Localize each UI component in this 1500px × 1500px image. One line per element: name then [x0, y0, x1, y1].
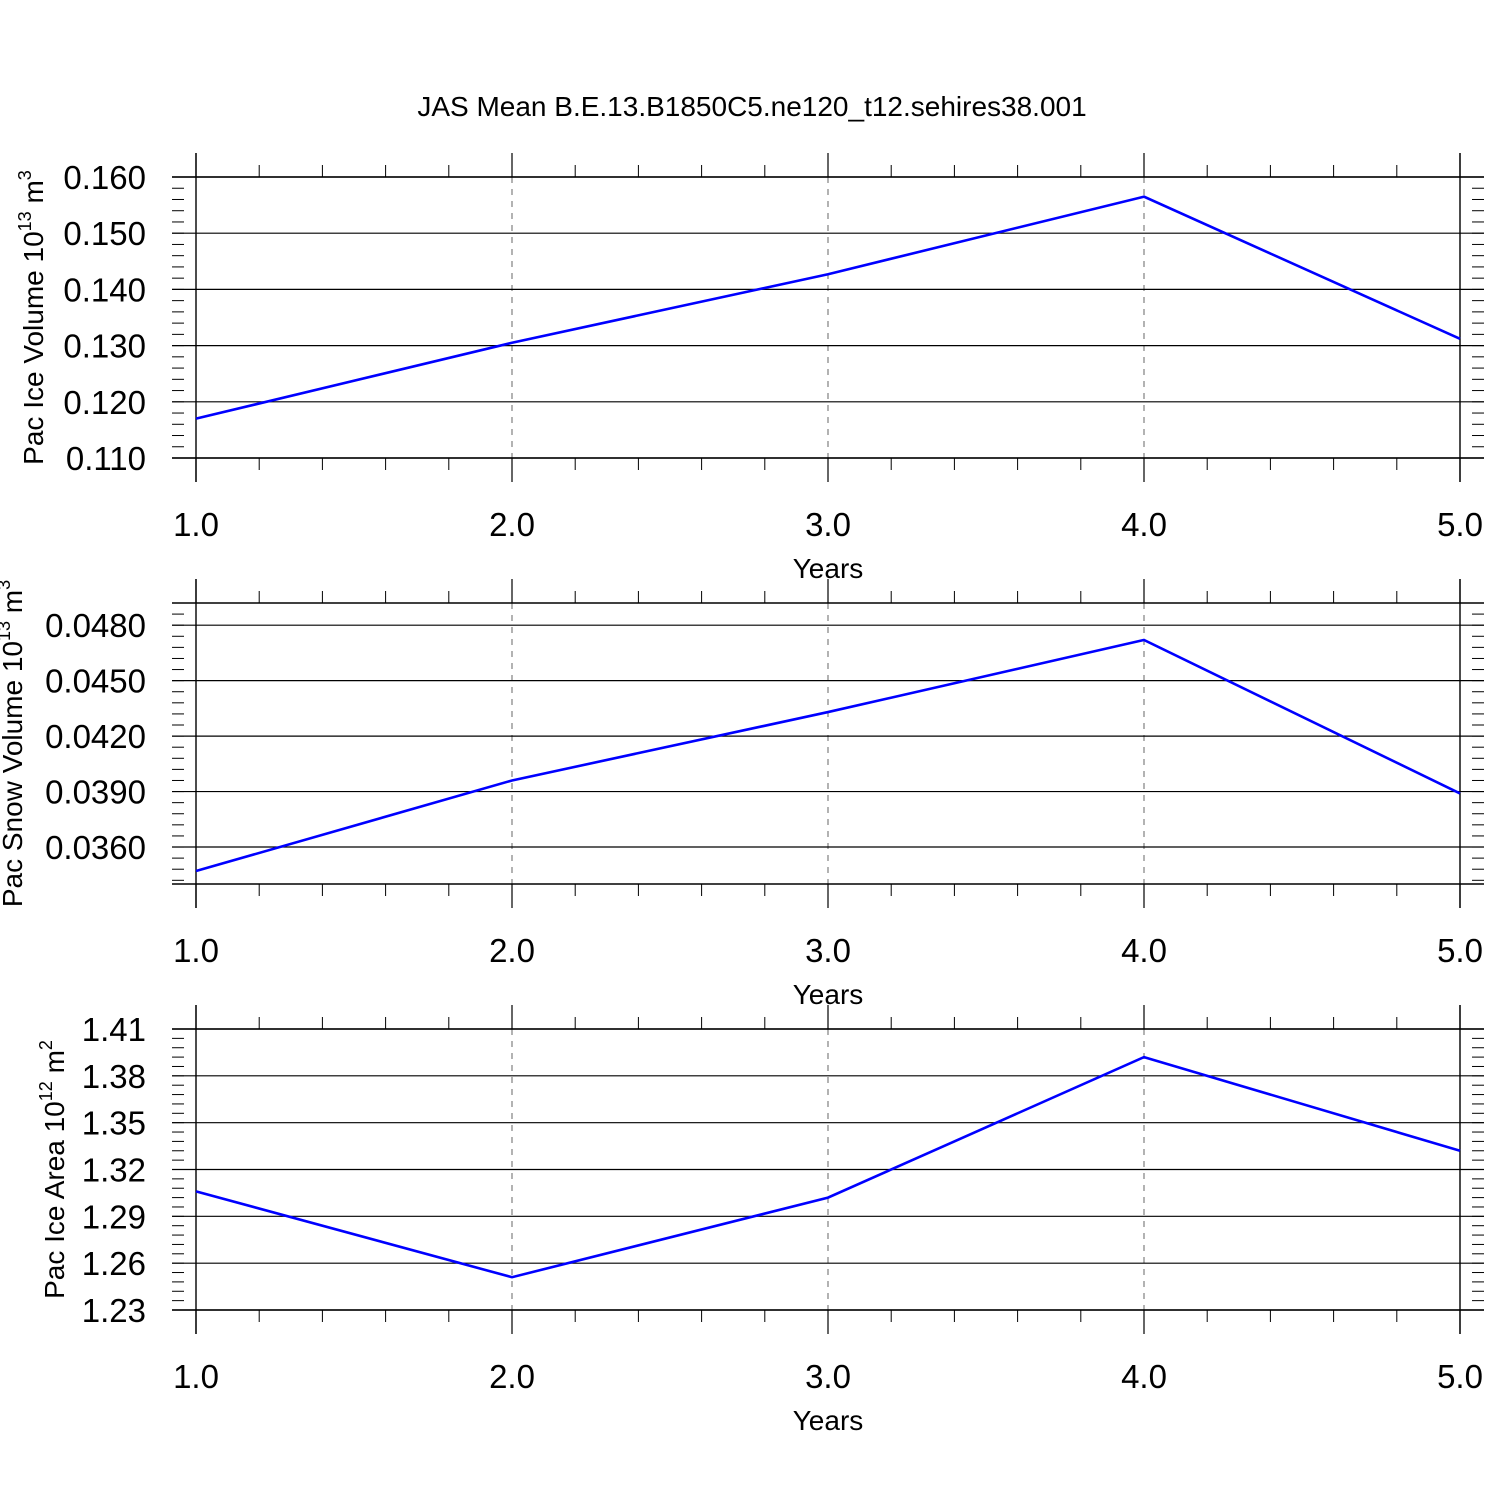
- y-tick-label: 0.160: [63, 159, 146, 196]
- y-tick-label: 1.32: [82, 1152, 146, 1189]
- panels: 0.110 0.120 0.130 0.140 0.150 0.160 1.0 2.0 3.0 4…: [0, 153, 1484, 1436]
- x-tick-label: 2.0: [489, 1358, 535, 1395]
- x-tick-label: 1.0: [173, 506, 219, 543]
- y-axis-title: Pac Ice Area 1012 m2: [36, 1040, 70, 1299]
- y-axis-title: Pac Snow Volume 1013 m3: [0, 580, 28, 907]
- y-axis-title: Pac Ice Volume 1013 m3: [15, 170, 49, 465]
- x-tick-label: 5.0: [1437, 506, 1483, 543]
- y-tick-label: 0.0420: [45, 718, 146, 755]
- x-tick-label: 5.0: [1437, 932, 1483, 969]
- chart-panel-1: 0.110 0.120 0.130 0.140 0.150 0.160 1.0 2.0 3.0 4…: [15, 153, 1484, 584]
- y-tick-label: 0.150: [63, 215, 146, 252]
- x-tick-label: 2.0: [489, 932, 535, 969]
- y-tick-label: 1.23: [82, 1292, 146, 1329]
- chart-panel-3: 1.23 1.26 1.29 1.32 1.35 1.38 1.41 1.0 2.0 3.0 4.0…: [36, 1005, 1484, 1436]
- x-tick-label: 1.0: [173, 1358, 219, 1395]
- y-tick-label: 0.110: [66, 440, 146, 477]
- y-tick-label: 0.0480: [45, 607, 146, 644]
- x-tick-label: 4.0: [1121, 932, 1167, 969]
- x-tick-label: 4.0: [1121, 1358, 1167, 1395]
- y-tick-label: 1.26: [82, 1245, 146, 1282]
- y-tick-label: 0.140: [63, 271, 146, 308]
- y-tick-label: 0.0390: [45, 774, 146, 811]
- x-tick-label: 2.0: [489, 506, 535, 543]
- x-tick-label: 1.0: [173, 932, 219, 969]
- y-tick-label: 0.0360: [45, 829, 146, 866]
- y-tick-label: 1.29: [82, 1198, 146, 1235]
- x-tick-label: 3.0: [805, 1358, 851, 1395]
- y-tick-label: 1.35: [82, 1105, 146, 1142]
- y-tick-label: 0.120: [63, 384, 146, 421]
- y-tick-label: 1.41: [82, 1011, 146, 1048]
- x-axis-title: Years: [793, 979, 864, 1010]
- x-axis-title: Years: [793, 553, 864, 584]
- y-tick-label: 1.38: [82, 1058, 146, 1095]
- figure-title: JAS Mean B.E.13.B1850C5.ne120_t12.sehire…: [417, 91, 1086, 122]
- y-tick-label: 0.130: [63, 328, 146, 365]
- x-axis-title: Years: [793, 1405, 864, 1436]
- x-tick-label: 5.0: [1437, 1358, 1483, 1395]
- chart-panel-2: 0.0360 0.0390 0.0420 0.0450 0.0480 1.0 2.0 3.0 4…: [0, 579, 1484, 1010]
- y-tick-label: 0.0450: [45, 663, 146, 700]
- x-tick-label: 3.0: [805, 506, 851, 543]
- x-tick-label: 4.0: [1121, 506, 1167, 543]
- x-tick-label: 3.0: [805, 932, 851, 969]
